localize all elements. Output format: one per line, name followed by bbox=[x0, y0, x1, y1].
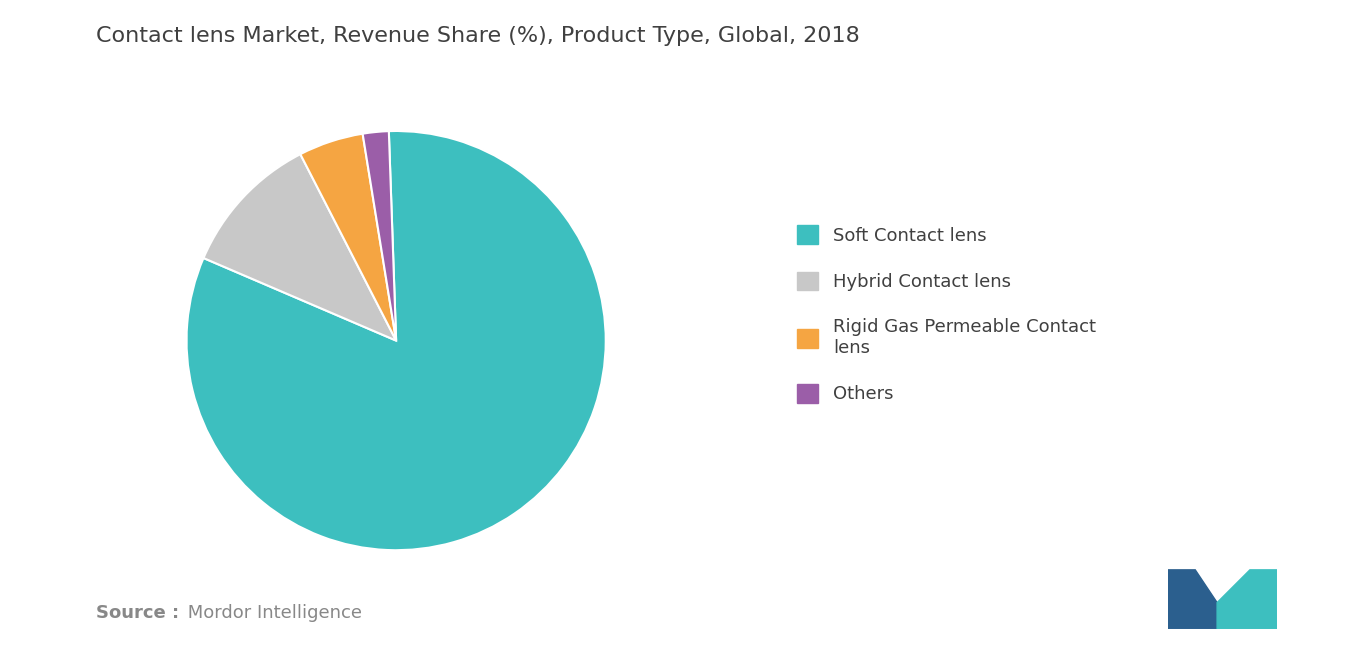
Text: Source :: Source : bbox=[96, 605, 179, 622]
Polygon shape bbox=[1168, 570, 1217, 629]
Text: Contact lens Market, Revenue Share (%), Product Type, Global, 2018: Contact lens Market, Revenue Share (%), … bbox=[96, 26, 859, 47]
Legend: Soft Contact lens, Hybrid Contact lens, Rigid Gas Permeable Contact
lens, Others: Soft Contact lens, Hybrid Contact lens, … bbox=[788, 216, 1105, 413]
Wedge shape bbox=[204, 154, 396, 341]
Text: Mordor Intelligence: Mordor Intelligence bbox=[182, 605, 362, 622]
Polygon shape bbox=[1217, 570, 1277, 629]
Wedge shape bbox=[301, 134, 396, 341]
Wedge shape bbox=[362, 131, 396, 341]
Wedge shape bbox=[187, 131, 605, 550]
